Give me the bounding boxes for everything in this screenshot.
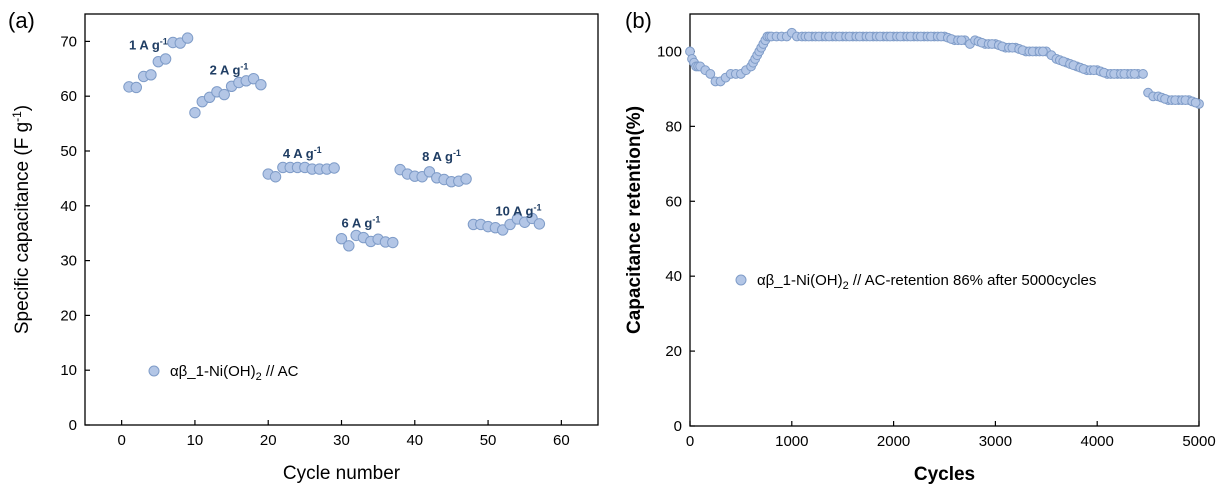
data-point	[159, 53, 172, 65]
data-point	[335, 232, 348, 245]
data-point	[1138, 69, 1148, 79]
data-point	[189, 106, 201, 119]
data-point	[181, 32, 194, 44]
legend-marker	[735, 274, 747, 286]
y-tick-label: 0	[69, 417, 77, 434]
data-point	[145, 69, 157, 81]
data-point	[1129, 69, 1140, 79]
rate-annotation: 8 A g-1	[422, 148, 461, 164]
data-point	[460, 173, 472, 185]
data-point	[130, 81, 143, 94]
data-point	[956, 35, 967, 46]
data-point	[255, 78, 267, 91]
x-tick-label: 30	[333, 432, 350, 449]
x-axis-label: Cycles	[914, 464, 975, 484]
y-tick-label: 60	[665, 193, 682, 210]
data-point	[269, 171, 282, 183]
rate-annotation: 1 A g-1	[129, 37, 168, 53]
data-point	[218, 88, 230, 101]
plot-frame	[689, 13, 1200, 427]
y-tick-label: 20	[60, 307, 77, 324]
y-tick-label: 60	[60, 88, 77, 105]
data-point	[423, 166, 436, 178]
data-point	[1190, 97, 1201, 108]
x-axis-label: Cycle number	[283, 463, 401, 484]
rate-annotation: 2 A g-1	[210, 61, 249, 77]
data-point	[387, 236, 399, 249]
x-tick-label: 20	[260, 432, 277, 449]
y-tick-label: 0	[674, 418, 682, 435]
data-point	[705, 69, 716, 79]
y-tick-label: 70	[60, 33, 77, 50]
rate-annotation: 4 A g-1	[283, 145, 322, 161]
data-point	[533, 218, 546, 230]
panel-a-chart: 0 10 20 30 40 50 60 0 10 20 30 40 50 60 70 Cycle number…	[8, 8, 599, 484]
panel-b-chart: 0 1000 2000 3000 4000 5000 0 20 40 60 80 100 Cycles C…	[624, 8, 1216, 484]
x-tick-label: 10	[187, 432, 204, 449]
y-tick-label: 20	[665, 343, 682, 360]
x-tick-label: 60	[553, 432, 570, 449]
x-tick-label: 2000	[877, 433, 910, 450]
x-tick-label: 0	[117, 432, 125, 449]
y-tick-label: 10	[60, 362, 77, 379]
x-tick-label: 3000	[979, 433, 1012, 450]
x-tick-label: 5000	[1182, 433, 1215, 450]
y-tick-label: 80	[665, 118, 682, 135]
data-point	[343, 240, 355, 252]
x-tick-label: 1000	[775, 433, 808, 450]
x-tick-label: 50	[480, 432, 497, 449]
y-axis-label: Capacitance retention(%)	[624, 106, 645, 334]
x-tick-label: 4000	[1081, 433, 1114, 450]
panel-label: (b)	[625, 8, 652, 33]
legend-marker	[148, 365, 160, 377]
data-point	[247, 72, 260, 85]
data-point	[328, 162, 340, 174]
y-axis-label: Specific capacitance (F g-1)	[10, 105, 33, 334]
y-tick-label: 50	[60, 143, 77, 160]
y-tick-label: 30	[60, 253, 77, 270]
y-tick-label: 40	[665, 268, 682, 285]
legend-label: αβ_1-Ni(OH)2 // AC	[170, 363, 299, 383]
legend-label: αβ_1-Ni(OH)2 // AC-retention 86% after 5…	[757, 272, 1096, 292]
x-tick-label: 0	[686, 433, 694, 450]
y-tick-label: 40	[60, 198, 77, 215]
rate-annotation: 10 A g-1	[495, 203, 541, 219]
y-tick-label: 100	[657, 43, 682, 60]
panel-label: (a)	[8, 8, 35, 33]
rate-annotation: 6 A g-1	[342, 215, 381, 231]
data-point	[1038, 46, 1048, 57]
x-tick-label: 40	[406, 432, 423, 449]
